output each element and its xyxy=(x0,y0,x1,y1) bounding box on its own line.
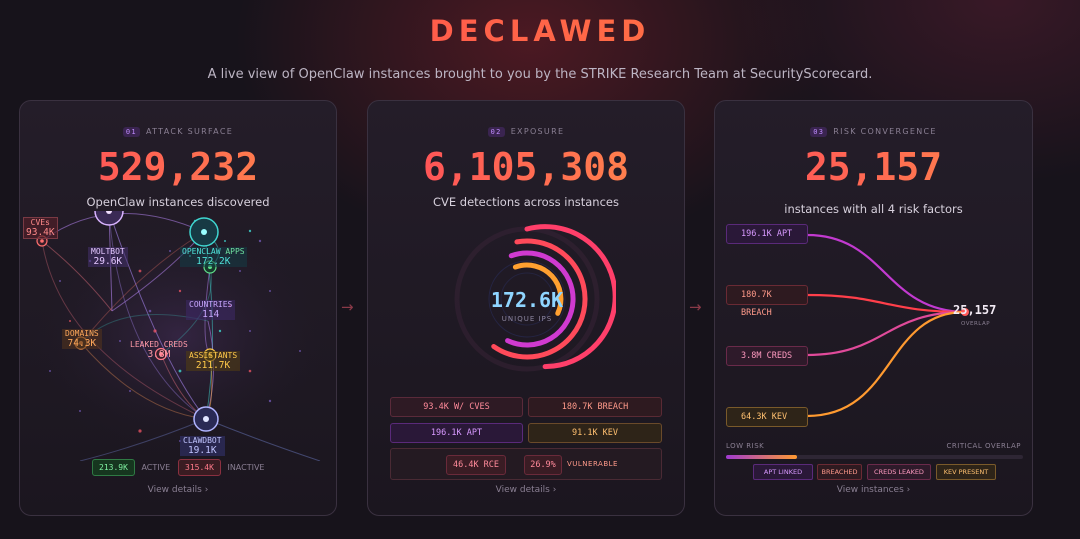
active-legend: 213.9K ACTIVE xyxy=(92,459,170,476)
section-label: 03 RISK CONVERGENCE xyxy=(715,127,1032,137)
node-openclaw[interactable]: OPENCLAW APPS 172.2K xyxy=(180,247,247,267)
arrow-right-icon: → xyxy=(341,298,354,316)
overlap-label: OVERLAP xyxy=(961,321,991,327)
risk-bar-fill xyxy=(726,455,798,459)
page-subtitle: A live view of OpenClaw instances brough… xyxy=(207,67,873,82)
node-assistants[interactable]: ASSISTANTS 211.7K xyxy=(186,351,241,371)
convergence-count: 25,157 xyxy=(715,145,1032,189)
view-instances-link[interactable]: View instances › xyxy=(836,485,911,495)
section-number: 01 xyxy=(122,127,140,137)
rce-panel: 46.4K RCE 26.9% VULNERABLE xyxy=(390,448,662,480)
vulnerable-label: VULNERABLE xyxy=(567,460,618,468)
node-moltbot[interactable]: MOLTBOT 29.6K xyxy=(88,247,128,267)
factor-apt: 196.1K APT xyxy=(726,224,808,244)
cve-caption: CVE detections across instances xyxy=(432,195,619,209)
stat-cves: 93.4K W/ CVES xyxy=(390,397,523,417)
page-title: DECLAWED xyxy=(0,14,1080,48)
stat-kev: 91.1K KEV xyxy=(528,423,662,443)
convergence-caption: instances with all 4 risk factors xyxy=(784,202,963,216)
stat-breach: 180.7K BREACH xyxy=(528,397,662,417)
section-number: 03 xyxy=(810,127,828,137)
stat-rce: 46.4K RCE xyxy=(446,455,506,475)
risk-flow xyxy=(806,233,969,418)
tag-breached: BREACHED xyxy=(817,464,862,480)
exposure-card[interactable]: 02 EXPOSURE 6,105,308 CVE detections acro… xyxy=(367,100,685,516)
instances-count: 529,232 xyxy=(20,145,336,189)
tag-apt-linked: APT LINKED xyxy=(753,464,813,480)
critical-overlap-label: CRITICAL OVERLAP xyxy=(946,442,1021,450)
node-cves[interactable]: CVEs 93.4K xyxy=(23,217,58,239)
arrow-right-icon: → xyxy=(689,298,702,316)
factor-kev: 64.3K KEV xyxy=(726,407,808,427)
section-label: 02 EXPOSURE xyxy=(368,127,684,137)
factor-creds: 3.8M CREDS xyxy=(726,346,808,366)
node-domains[interactable]: DOMAINS 74.3K xyxy=(62,329,102,349)
unique-ips-value: 172.6K xyxy=(490,288,564,312)
section-number: 02 xyxy=(487,127,505,137)
exposure-rings xyxy=(454,224,616,372)
node-countries[interactable]: COUNTRIES 114 xyxy=(186,300,236,320)
factor-breach: 180.7K BREACH xyxy=(726,285,808,318)
instances-caption: OpenClaw instances discovered xyxy=(86,195,270,209)
stat-apt: 196.1K APT xyxy=(390,423,523,443)
low-risk-label: LOW RISK xyxy=(726,442,765,450)
view-details-link[interactable]: View details › xyxy=(147,485,209,495)
section-label: 01 ATTACK SURFACE xyxy=(20,127,336,137)
risk-convergence-card[interactable]: 03 RISK CONVERGENCE 25,157 instances with… xyxy=(714,100,1033,516)
node-clawdbot[interactable]: CLAWDBOT 19.1K xyxy=(180,436,225,456)
node-leaked-creds[interactable]: LEAKED CREDS 3.8M xyxy=(130,340,188,360)
overlap-value: 25,157 xyxy=(953,303,997,317)
tag-kev-present: KEV PRESENT xyxy=(936,464,996,480)
attack-surface-card[interactable]: 01 ATTACK SURFACE 529,232 OpenClaw instan… xyxy=(19,100,337,516)
view-details-link[interactable]: View details › xyxy=(495,485,557,495)
risk-bar xyxy=(726,455,1023,459)
stat-vulnerable-pct: 26.9% xyxy=(524,455,562,475)
unique-ips-label: UNIQUE IPS xyxy=(501,315,553,323)
cve-detections-count: 6,105,308 xyxy=(368,145,684,189)
tag-creds-leaked: CREDS LEAKED xyxy=(867,464,931,480)
inactive-legend: 315.4K INACTIVE xyxy=(178,459,265,476)
